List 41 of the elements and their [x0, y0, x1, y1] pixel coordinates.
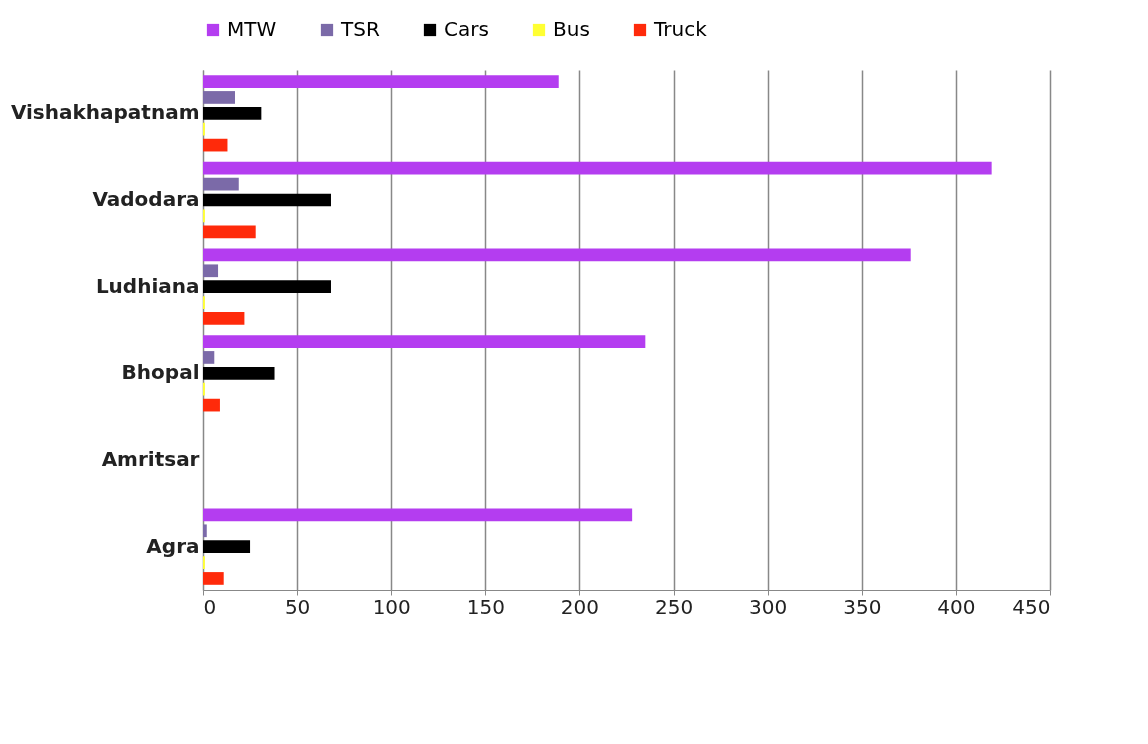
- bar: [203, 161, 992, 175]
- x-tick-label: 450: [1012, 594, 1051, 619]
- y-tick-label: Amritsar: [101, 447, 200, 471]
- bar: [203, 312, 245, 325]
- legend-label: Bus: [553, 17, 590, 41]
- bar: [203, 366, 275, 380]
- bar: [203, 248, 911, 262]
- bar: [203, 540, 251, 554]
- y-tick-label: Bhopal: [121, 360, 200, 385]
- y-tick-label: Agra: [146, 533, 200, 558]
- x-tick-label: 250: [654, 594, 694, 619]
- bar: [203, 264, 219, 278]
- legend-label: MTW: [227, 17, 277, 41]
- y-tick-label: Vadodara: [92, 187, 200, 211]
- bar: [203, 225, 256, 239]
- x-tick-label: 150: [466, 594, 505, 619]
- y-tick-label: Ludhiana: [95, 273, 200, 298]
- legend-label: TSR: [340, 17, 380, 41]
- bar: [203, 106, 262, 120]
- legend-label: Cars: [444, 17, 489, 41]
- x-tick-label: 200: [560, 594, 600, 619]
- legend-label: Truck: [653, 17, 708, 41]
- bar: [203, 138, 228, 152]
- x-tick-label: 300: [749, 594, 788, 619]
- bar: [203, 351, 215, 364]
- bar: [203, 75, 559, 88]
- x-tick-label: 350: [843, 594, 882, 619]
- bar: [203, 335, 646, 348]
- y-tick-label: Vishakhapatnam: [10, 100, 200, 125]
- x-tick-label: 400: [937, 594, 976, 619]
- bar: [203, 91, 235, 104]
- bar: [203, 508, 633, 522]
- bar: [203, 398, 220, 412]
- bar: [203, 572, 224, 585]
- x-tick-label: 0: [203, 594, 217, 619]
- bar: [203, 193, 331, 207]
- bar: [203, 524, 207, 538]
- bar: [203, 280, 331, 294]
- bar: [203, 177, 239, 191]
- x-tick-label: 100: [372, 594, 411, 619]
- x-tick-label: 50: [284, 594, 311, 619]
